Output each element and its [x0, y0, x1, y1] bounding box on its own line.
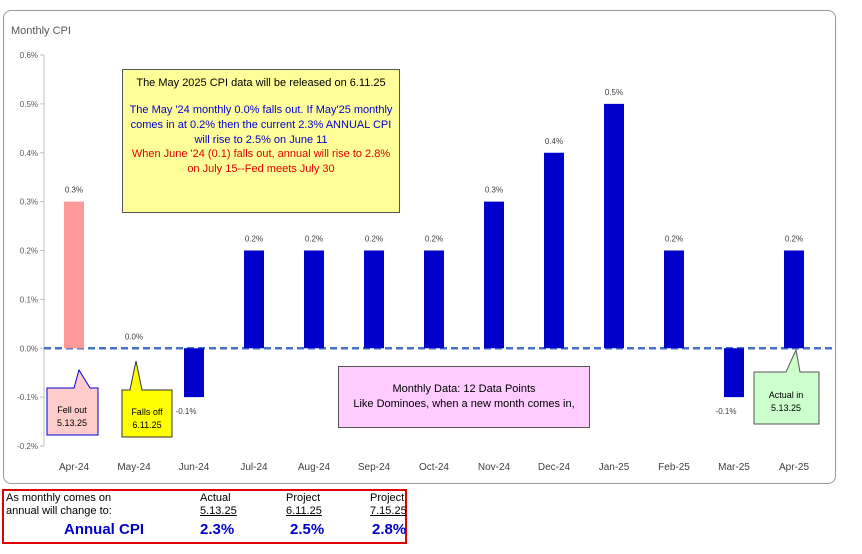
data-label: 0.3%	[65, 186, 83, 195]
bar	[724, 348, 744, 398]
bar	[244, 250, 264, 349]
bars	[64, 103, 804, 398]
fell-out-label: Fell out	[57, 405, 87, 415]
x-tick-label: Nov-24	[478, 462, 511, 473]
table-row1-label: As monthly comes on	[6, 492, 112, 504]
col-actual-header: Actual	[200, 492, 231, 504]
callout-actual-in: Actual in 5.13.25	[753, 348, 820, 425]
falls-off-date: 6.11.25	[132, 420, 161, 430]
x-tick-label: Jun-24	[179, 462, 210, 473]
y-tick-label: 0.4%	[20, 149, 38, 158]
data-label: 0.3%	[485, 186, 503, 195]
col-project1-date: 6.11.25	[286, 505, 322, 517]
x-tick-label: Dec-24	[538, 462, 571, 473]
actual-in-label: Actual in	[769, 390, 804, 400]
chart-title: Monthly CPI	[11, 25, 71, 37]
falls-out-text-2: comes in at 0.2% then the current 2.3% A…	[130, 118, 392, 131]
y-tick-label: 0.3%	[20, 198, 38, 207]
bar	[364, 250, 384, 349]
x-axis: Apr-24 May-24 Jun-24 Jul-24 Aug-24 Sep-24 Oct-…	[59, 462, 809, 473]
data-label: 0.0%	[125, 332, 143, 341]
data-label: 0.2%	[305, 235, 323, 244]
data-label: 0.4%	[545, 137, 563, 146]
x-tick-label: May-24	[117, 462, 151, 473]
col-project2-date: 7.15.25	[370, 505, 407, 517]
y-tick-label: 0.6%	[20, 51, 38, 60]
cpi-chart: Monthly CPI -0.2%-0.1%0.0%0.1%0.2%0.3%0.…	[11, 25, 834, 473]
y-tick-label: 0.2%	[20, 247, 38, 256]
col-project1-value: 2.5%	[290, 521, 325, 538]
data-label: -0.1%	[716, 407, 737, 416]
col-actual-value: 2.3%	[200, 521, 235, 538]
data-label: 0.2%	[425, 235, 443, 244]
col-project1-header: Project	[286, 492, 321, 504]
annual-cpi-table: As monthly comes on annual will change t…	[2, 489, 407, 544]
x-tick-label: Apr-24	[59, 462, 89, 473]
x-tick-label: Jul-24	[240, 462, 268, 473]
falls-off-label: Falls off	[131, 407, 163, 417]
bar	[544, 152, 564, 349]
fell-out-date: 5.13.25	[57, 418, 87, 428]
bar	[424, 250, 444, 349]
y-tick-label: 0.1%	[20, 295, 38, 304]
dominoes-text-1: Monthly Data: 12 Data Points	[392, 383, 536, 395]
x-tick-label: Oct-24	[419, 462, 449, 473]
col-project2-header: Project	[370, 492, 405, 504]
data-label: 0.2%	[245, 235, 263, 244]
release-date-text: The May 2025 CPI data will be released o…	[136, 77, 386, 89]
x-tick-label: Aug-24	[298, 462, 331, 473]
col-actual-date: 5.13.25	[200, 505, 237, 517]
annual-cpi-label: Annual CPI	[64, 521, 145, 538]
y-axis: -0.2% -0.1% 0.0% 0.1% 0.2% 0.3% 0.4% 0.5% 0.6%	[17, 51, 834, 451]
june-text-1: When June '24 (0.1) falls out, annual wi…	[131, 148, 391, 161]
bar	[484, 201, 504, 349]
falls-out-text-1: The May '24 monthly 0.0% falls out. If M…	[129, 103, 393, 116]
y-tick-label: -0.1%	[17, 393, 38, 402]
bar	[664, 250, 684, 349]
x-tick-label: Feb-25	[658, 462, 690, 473]
col-project2-value: 2.8%	[372, 521, 407, 538]
callout-falls-off: Falls off 6.11.25	[121, 360, 173, 438]
actual-in-date: 5.13.25	[771, 403, 801, 413]
falls-out-text-3: will rise to 2.5% on June 11	[194, 133, 328, 146]
june-text-2: on July 15--Fed meets July 30	[187, 163, 335, 176]
data-label: 0.2%	[665, 235, 683, 244]
data-label: 0.5%	[605, 88, 623, 97]
bar	[784, 250, 804, 349]
x-tick-label: Mar-25	[718, 462, 750, 473]
x-tick-label: Jan-25	[599, 462, 630, 473]
dominoes-note: Monthly Data: 12 Data Points Like Domino…	[338, 366, 590, 428]
data-label: 0.2%	[785, 235, 803, 244]
dominoes-text-2: Like Dominoes, when a new month comes in…	[353, 397, 575, 410]
y-tick-label: 0.5%	[20, 100, 38, 109]
data-label: 0.2%	[365, 235, 383, 244]
y-tick-label: 0.0%	[20, 344, 38, 353]
bar	[184, 348, 204, 398]
table-row2-label: annual will change to:	[6, 505, 112, 517]
bar	[604, 103, 624, 349]
x-tick-label: Sep-24	[358, 462, 391, 473]
bar	[304, 250, 324, 349]
data-label: -0.1%	[176, 407, 197, 416]
callout-fell-out: Fell out 5.13.25	[46, 368, 99, 436]
data-labels: 0.3% 0.0% -0.1% 0.2% 0.2% 0.2% 0.2% 0.3% 0.4% 0.5…	[65, 88, 803, 416]
release-note: The May 2025 CPI data will be released o…	[122, 69, 400, 213]
y-tick-label: -0.2%	[17, 442, 38, 451]
x-tick-label: Apr-25	[779, 462, 809, 473]
bar	[64, 201, 84, 349]
